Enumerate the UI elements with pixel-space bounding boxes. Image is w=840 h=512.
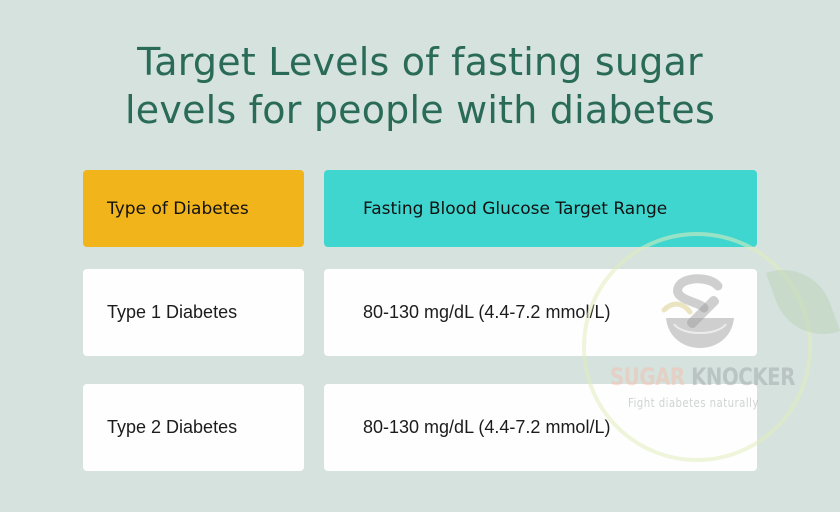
page-title: Target Levels of fasting sugar levels fo… — [0, 38, 840, 134]
title-line-2: levels for people with diabetes — [125, 88, 715, 132]
row-1-range: 80-130 mg/dL (4.4-7.2 mmol/L) — [324, 269, 757, 356]
row-2-type: Type 2 Diabetes — [83, 384, 304, 471]
row-2-range: 80-130 mg/dL (4.4-7.2 mmol/L) — [324, 384, 757, 471]
row-1-type: Type 1 Diabetes — [83, 269, 304, 356]
title-line-1: Target Levels of fasting sugar — [137, 40, 703, 84]
header-type-of-diabetes: Type of Diabetes — [83, 170, 304, 247]
header-fasting-range: Fasting Blood Glucose Target Range — [324, 170, 757, 247]
leaf-icon — [765, 255, 840, 349]
